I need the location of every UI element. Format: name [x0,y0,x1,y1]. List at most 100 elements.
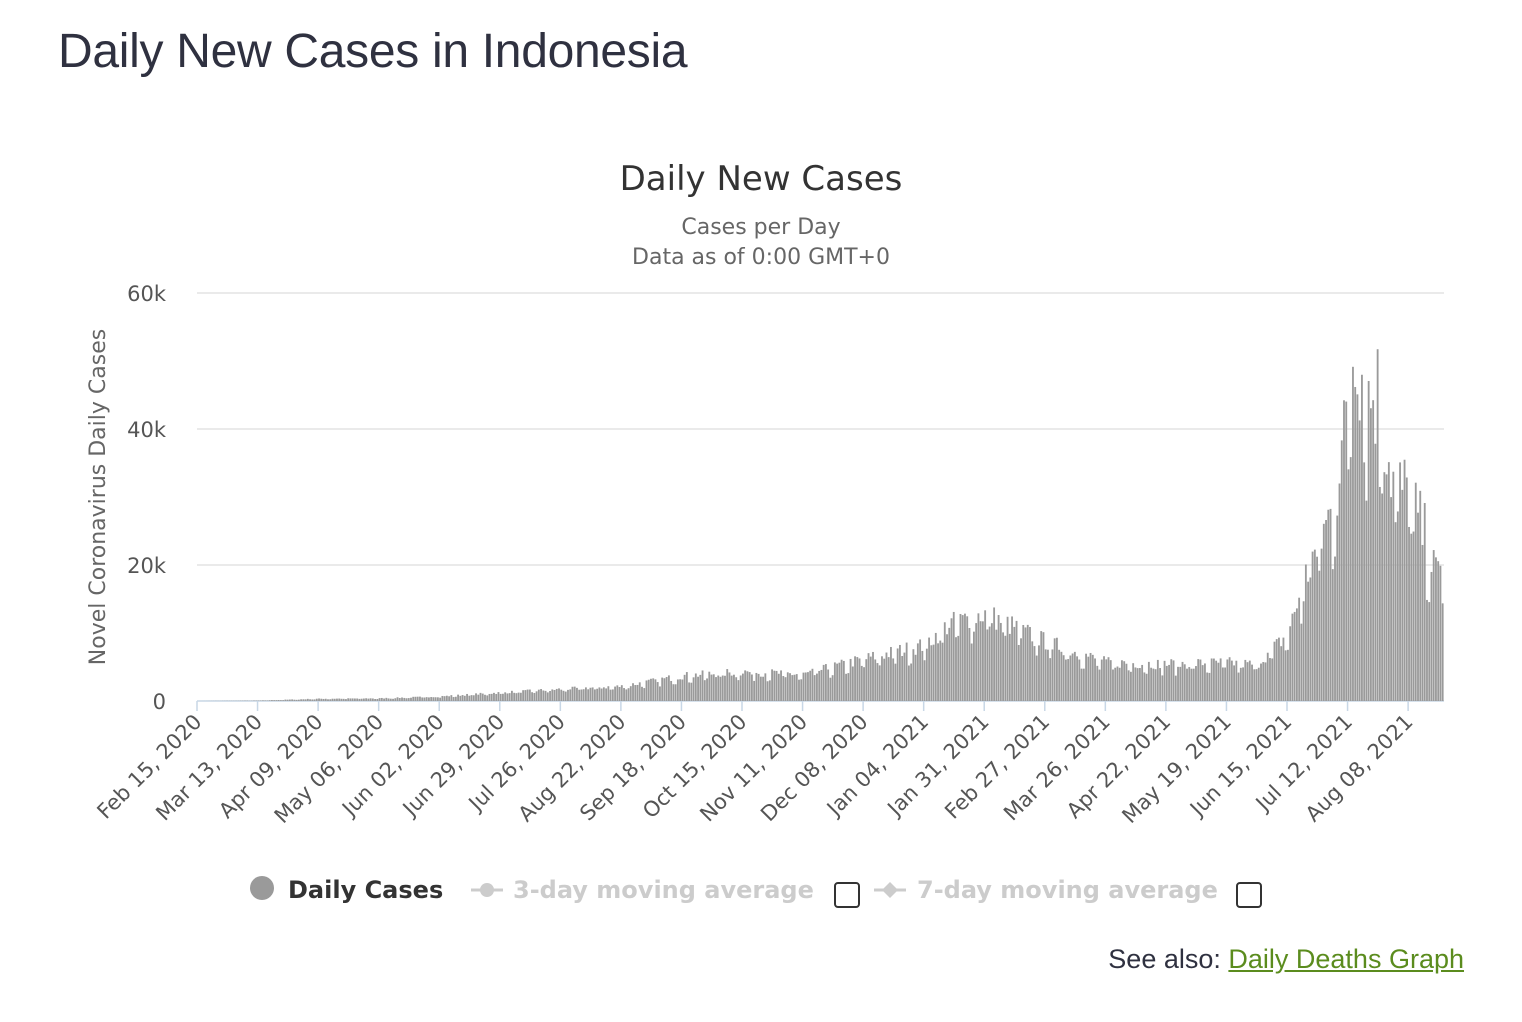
bar [750,674,753,701]
bar [1372,400,1375,701]
bar [1264,662,1267,701]
bar [569,689,572,701]
bar [1154,669,1157,701]
bar [454,696,457,701]
bar [782,676,785,701]
x-tick-label: Feb 15, 2020 [92,710,206,824]
bar [425,697,428,701]
bar [419,696,421,701]
bar [719,676,722,701]
bar [912,649,915,701]
bar [1145,673,1148,701]
bar [999,622,1002,701]
bar [890,646,892,701]
bar [838,662,841,701]
bar [1217,662,1220,701]
bar [728,672,731,701]
bar [1423,502,1426,701]
y-axis-title: Novel Coronavirus Daily Cases [86,329,111,665]
bar [1430,571,1433,701]
bar [1340,440,1343,701]
bar [683,674,686,701]
bar [338,698,341,701]
bar [1197,659,1200,701]
bar [1071,653,1074,701]
bar [1262,662,1265,701]
bar [1403,459,1406,701]
x-tick-label: Nov 11, 2020 [695,710,812,827]
bar [1107,657,1110,701]
bar [1208,672,1211,701]
bar [679,679,682,701]
bar [423,697,426,701]
x-tick-label: Mar 13, 2020 [151,710,267,826]
checkbox-7-day-moving-average[interactable] [1236,882,1262,908]
bar [1024,627,1027,701]
bar [773,670,776,701]
bar [650,678,652,701]
y-tick-label: 60k [127,282,167,306]
daily-deaths-graph-link[interactable]: Daily Deaths Graph [1228,944,1464,974]
bar [264,700,267,701]
checkbox-3-day-moving-average[interactable] [834,882,860,908]
bar [282,700,285,701]
bar [632,683,634,701]
bar [1055,637,1058,701]
bar [389,698,392,701]
legend-marker-3-day [480,883,494,897]
bar [1004,635,1007,701]
bar [901,656,904,701]
bar [542,690,545,701]
bar [365,698,368,701]
bar [602,687,605,701]
bar [937,643,939,701]
bar [567,689,569,701]
bar [854,656,856,701]
bar [818,670,821,701]
bar [616,685,619,701]
bar [641,686,643,701]
bar [1356,394,1359,701]
bar [733,674,735,701]
bar [1123,661,1126,701]
bar [1143,672,1146,701]
bar [813,675,816,701]
bar [1289,626,1292,701]
bar [706,678,708,701]
bar [1047,649,1049,701]
bar [1345,401,1348,701]
bar [309,699,311,701]
bar [1271,658,1274,701]
bar [374,699,377,701]
bar [746,671,749,701]
bar [472,695,475,701]
bar [804,672,807,701]
legend-item-3-day-moving-average[interactable]: 3-day moving average [471,876,814,904]
bar [916,643,919,701]
bar [1076,656,1079,701]
bar [353,698,356,701]
bar [771,669,773,701]
legend-item-7-day-moving-average[interactable]: 7-day moving average [874,876,1218,904]
bar [266,700,269,701]
bar [1179,666,1182,701]
legend-label-daily-cases: Daily Cases [288,876,443,904]
bar [564,691,567,701]
legend-item-daily-cases[interactable]: Daily Cases [250,876,443,904]
bar [1399,462,1401,701]
bar [952,611,955,701]
bar [694,673,697,701]
bar [898,644,901,701]
bar [885,652,888,701]
bar [1096,665,1099,701]
legend-label-7-day-moving-average: 7-day moving average [917,876,1218,904]
bar [315,698,318,701]
bar [329,699,332,701]
bar [555,688,558,701]
bar [759,676,762,701]
bar [1064,659,1067,701]
bar [742,673,744,701]
bar [295,699,298,701]
bar [1067,659,1070,701]
bar [401,697,403,701]
